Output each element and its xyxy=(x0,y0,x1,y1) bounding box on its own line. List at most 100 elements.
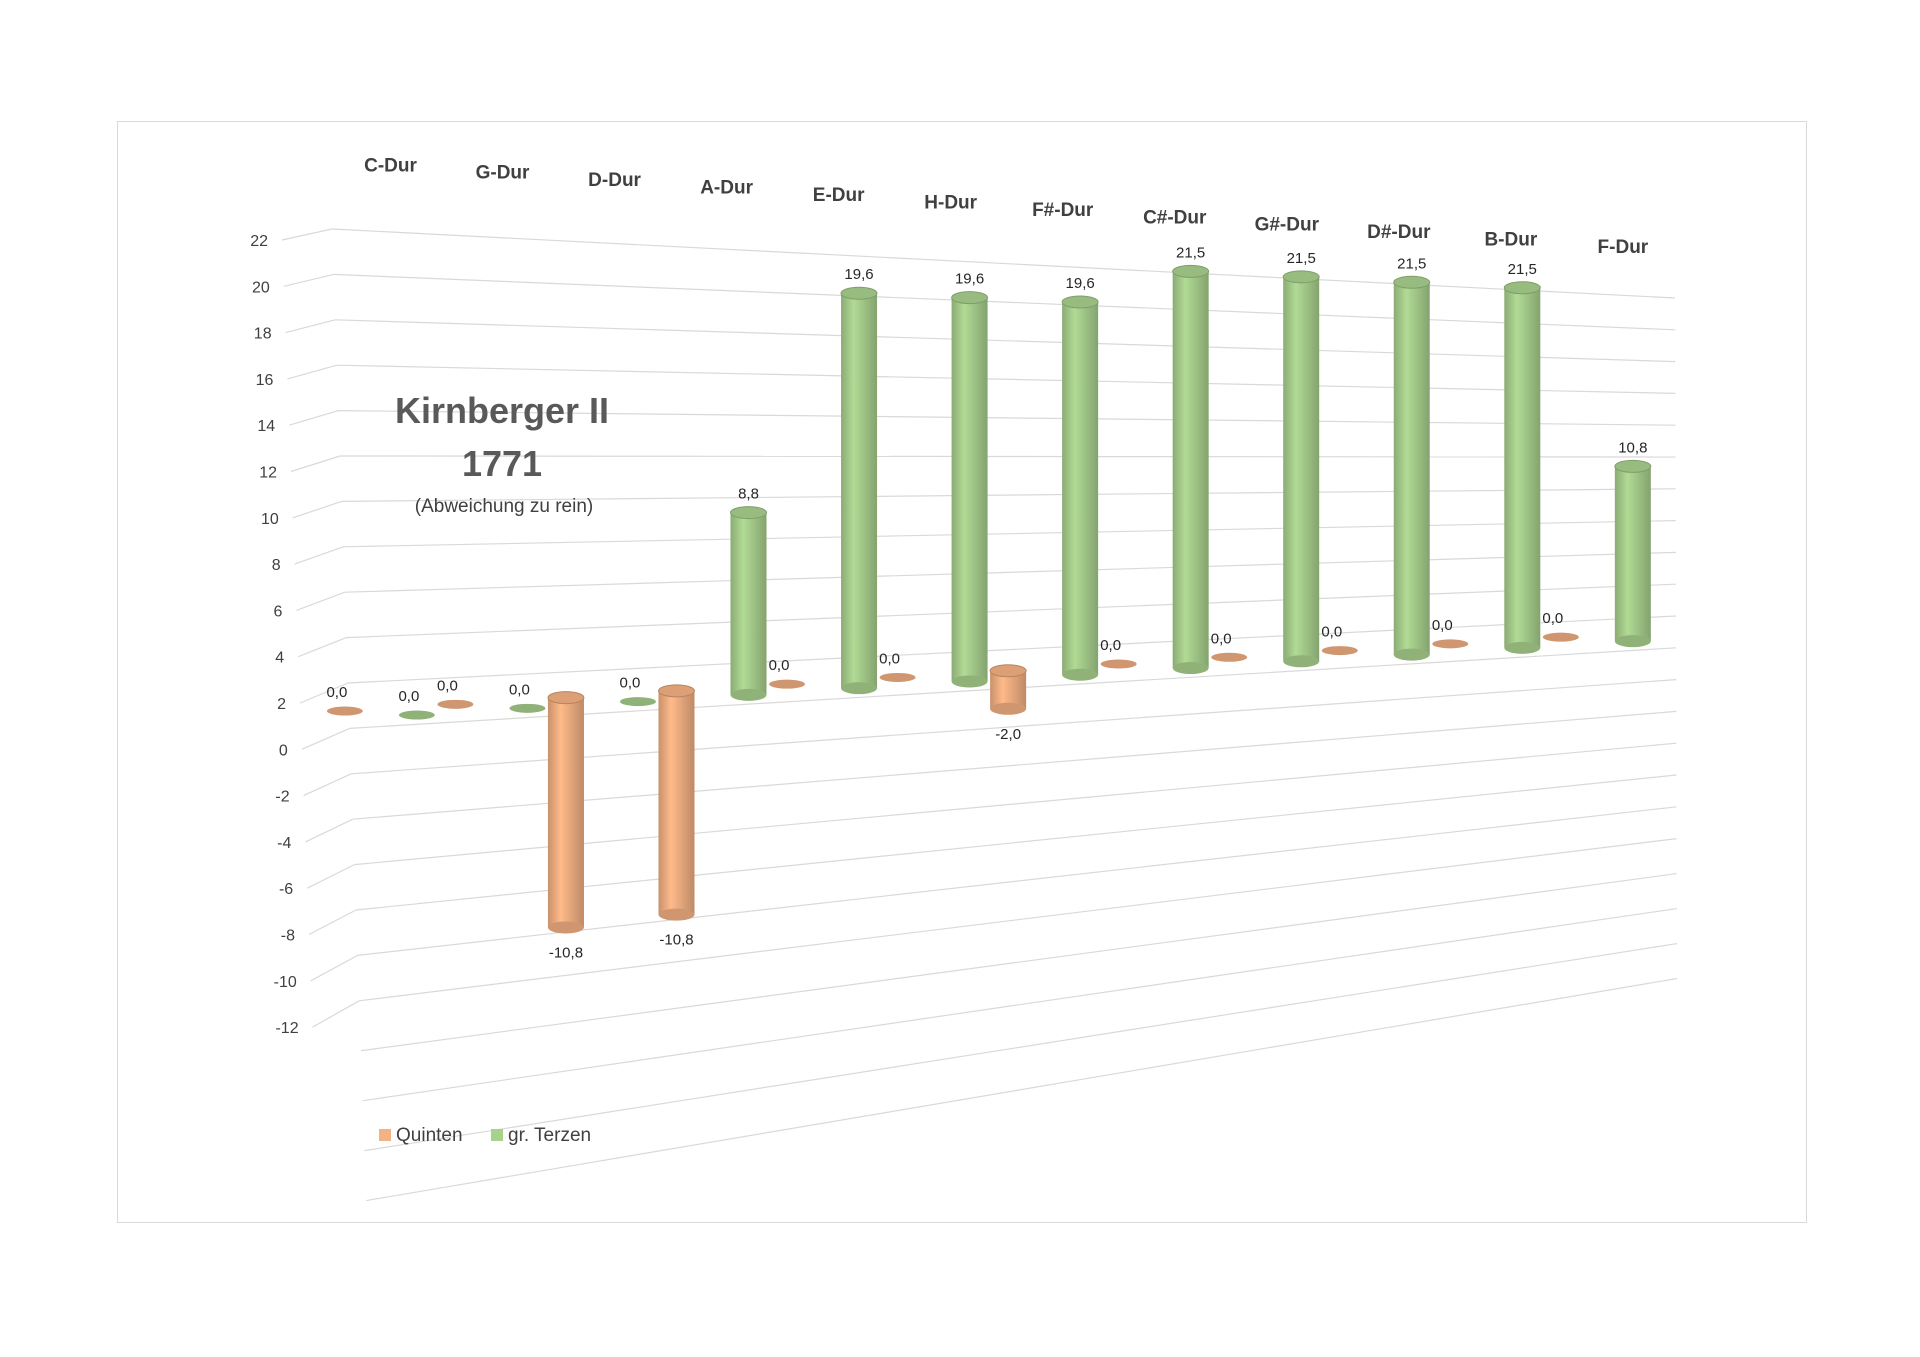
gridline-side xyxy=(299,682,349,704)
bar-bottom-cap xyxy=(1062,668,1099,681)
bar-top-cap xyxy=(1061,295,1099,309)
data-label: 0,0 xyxy=(509,681,530,698)
gridline-side xyxy=(297,637,347,658)
data-label: 0,0 xyxy=(879,650,900,667)
bar-bottom-cap xyxy=(951,675,988,688)
bar-terzen-zero xyxy=(509,703,546,713)
data-label: 21,5 xyxy=(1176,244,1205,261)
bar-bottom-cap xyxy=(841,682,878,695)
bar-top-cap xyxy=(840,286,878,300)
category-label: F#-Dur xyxy=(1032,200,1094,221)
data-label: -2,0 xyxy=(995,726,1021,743)
legend-label-terzen: gr. Terzen xyxy=(508,1125,591,1146)
bar-terzen xyxy=(1172,271,1209,669)
bar-top-cap xyxy=(989,664,1027,678)
bar-bottom-cap xyxy=(990,702,1027,715)
legend: Quinten gr. Terzen xyxy=(379,1125,591,1146)
bar-quinten-zero xyxy=(326,706,363,716)
gridline-side xyxy=(306,864,355,889)
y-tick-label: 2 xyxy=(277,696,286,713)
gridline-side xyxy=(283,273,334,287)
data-label: 19,6 xyxy=(844,266,873,283)
data-label: 0,0 xyxy=(620,675,641,692)
bar-top-cap xyxy=(1393,275,1431,289)
data-label: 0,0 xyxy=(1100,637,1121,654)
bar-bottom-cap xyxy=(1393,648,1430,661)
data-label: 0,0 xyxy=(1321,624,1342,641)
category-labels: C-Dur G-Dur D-Dur A-Dur E-Dur H-Dur F#-Dur C#-D… xyxy=(364,155,1649,258)
gridline-side xyxy=(305,818,354,843)
data-label: 0,0 xyxy=(1432,617,1453,634)
data-label: -10,8 xyxy=(549,944,583,961)
y-tick-label: 20 xyxy=(252,279,270,296)
gridline-side xyxy=(287,364,337,380)
bar-bottom-cap xyxy=(1614,635,1651,648)
bar-quinten xyxy=(658,690,695,915)
y-tick-label: -8 xyxy=(281,928,295,945)
bar-bottom-cap xyxy=(730,688,767,701)
bar-top-cap xyxy=(1614,459,1652,473)
chart-title: Kirnberger II xyxy=(395,390,609,431)
bar-terzen xyxy=(1283,276,1320,662)
y-tick-label: 6 xyxy=(273,603,282,620)
gridline-side xyxy=(285,319,336,334)
bar-bottom-cap xyxy=(1172,662,1209,675)
gridline-side xyxy=(301,727,350,750)
category-label: G#-Dur xyxy=(1255,215,1320,236)
gridline-side xyxy=(294,546,344,565)
bar-bottom-cap xyxy=(547,921,584,934)
bar-top-cap xyxy=(1282,270,1320,284)
bar-quinten-zero xyxy=(1321,646,1358,656)
bar-top-cap xyxy=(547,691,585,705)
bar-quinten-zero xyxy=(1432,639,1469,649)
chart-title-year: 1771 xyxy=(462,443,542,484)
gridline xyxy=(338,410,1676,426)
gridline xyxy=(364,942,1678,1152)
gridline-side xyxy=(303,773,352,797)
gridline xyxy=(331,228,1676,299)
y-tick-label: 12 xyxy=(259,465,277,482)
gridline xyxy=(341,488,1676,502)
data-label: 21,5 xyxy=(1287,250,1316,267)
gridline-side xyxy=(296,591,346,611)
data-label: 0,0 xyxy=(437,677,458,694)
category-label: D#-Dur xyxy=(1367,222,1431,243)
bar-terzen xyxy=(1504,287,1541,648)
bar-quinten-zero xyxy=(437,699,474,709)
bar-top-cap xyxy=(657,684,695,698)
category-label: C-Dur xyxy=(364,155,417,176)
bar-quinten-zero xyxy=(769,679,806,689)
gridline xyxy=(362,907,1678,1102)
data-label: 21,5 xyxy=(1508,261,1537,278)
bar-quinten xyxy=(547,697,584,928)
gridline xyxy=(333,273,1676,331)
gridline xyxy=(346,583,1676,639)
y-tick-label: 8 xyxy=(272,557,281,574)
gridline-side xyxy=(289,410,339,426)
gridline xyxy=(366,977,1678,1202)
bar-quinten-zero xyxy=(1542,632,1579,642)
legend-swatch-quinten xyxy=(379,1129,391,1141)
category-label: D-Dur xyxy=(588,170,641,191)
category-label: H-Dur xyxy=(924,192,977,213)
data-label: 0,0 xyxy=(1542,610,1563,627)
gridlines xyxy=(281,228,1678,1202)
gridline-side xyxy=(310,954,358,982)
bar-terzen xyxy=(1062,302,1099,675)
category-label: F-Dur xyxy=(1598,237,1649,258)
gridline xyxy=(336,364,1676,394)
data-label: 19,6 xyxy=(1066,275,1095,292)
data-label: 0,0 xyxy=(769,657,790,674)
y-tick-label: 4 xyxy=(275,650,284,667)
bar-terzen xyxy=(730,512,767,695)
gridline xyxy=(339,455,1676,458)
bar-terzen-zero xyxy=(398,710,435,720)
bar-top-cap xyxy=(729,506,767,520)
legend-label-quinten: Quinten xyxy=(396,1125,463,1146)
y-tick-label: 22 xyxy=(250,233,268,250)
y-tick-label: 0 xyxy=(279,742,288,759)
gridline-side xyxy=(312,1000,360,1028)
gridline xyxy=(360,872,1677,1052)
y-tick-label: 18 xyxy=(254,326,272,343)
